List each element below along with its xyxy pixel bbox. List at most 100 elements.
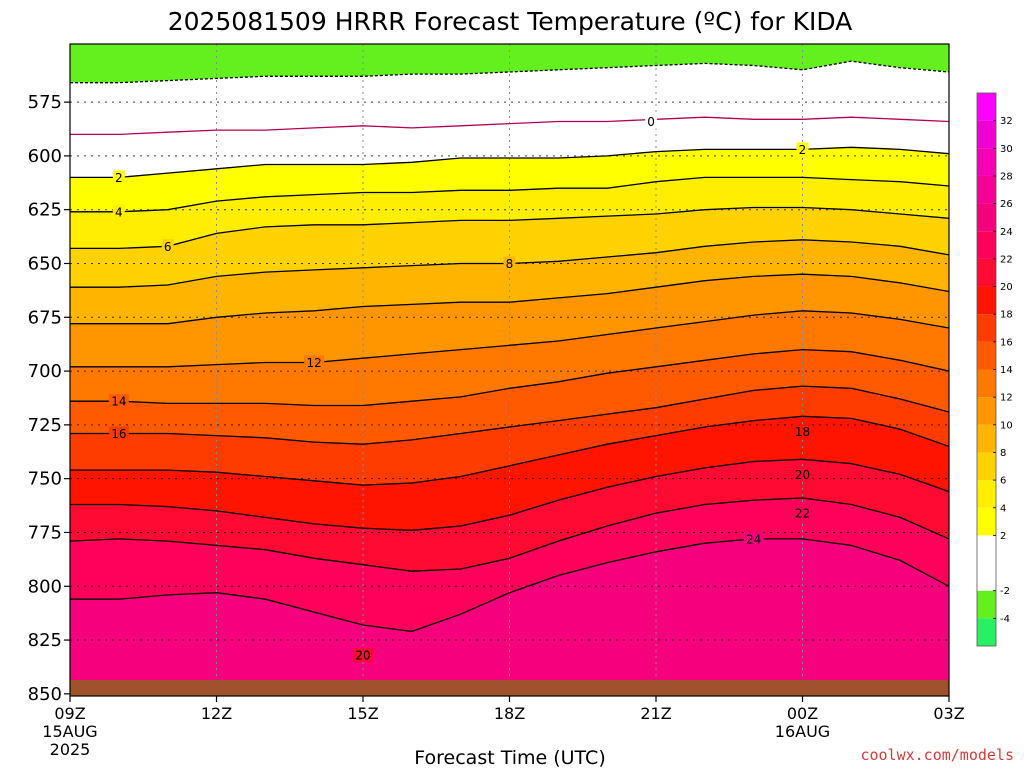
y-tick-label-725: 725 xyxy=(28,415,62,436)
isotherm-24 xyxy=(70,538,949,633)
colorbar-bin-14 xyxy=(977,341,996,370)
colorbar-bin-20 xyxy=(977,258,996,287)
contour-label-bg-8 xyxy=(108,426,129,441)
colorbar-label--4: -4 xyxy=(1000,614,1010,625)
temperature-band-11 xyxy=(70,416,949,531)
temperature-band-9 xyxy=(70,349,949,445)
colorbar-bin-16 xyxy=(977,314,996,342)
y-axis: 575 600 625 650 675 700 725 750 775 800 825 850 xyxy=(28,92,70,705)
colorbar-label-8: 8 xyxy=(1000,448,1006,459)
isotherm-10 xyxy=(70,273,949,325)
colorbar-label-28: 28 xyxy=(1000,171,1013,182)
temperature-band-1 xyxy=(70,61,949,135)
colorbar-bin--4 xyxy=(977,590,996,619)
colorbar-label--2: -2 xyxy=(1000,586,1010,597)
isotherm-20 xyxy=(70,458,949,531)
isotherm-22 xyxy=(70,497,949,572)
colorbar-bin-32 xyxy=(977,93,996,121)
isotherm-12 xyxy=(70,310,949,368)
isotherm-4 xyxy=(70,176,949,213)
contour-label-10: 20 xyxy=(795,468,810,482)
x-tick-label-15Z: 15Z xyxy=(347,704,378,723)
colorbar-bin--2 xyxy=(977,563,996,591)
colorbar-bin-4 xyxy=(977,480,996,508)
ground-layer xyxy=(70,680,949,696)
x-axis-title: Forecast Time (UTC) xyxy=(414,747,605,768)
contour-label-bg-7 xyxy=(108,394,129,409)
x-tick-label-09Z: 09Z xyxy=(54,704,85,723)
colorbar-bin-28 xyxy=(977,148,996,176)
credit-link[interactable]: coolwx.com/models xyxy=(860,746,1014,764)
colorbar-label-24: 24 xyxy=(1000,227,1013,238)
x-tick-label-00Z: 00Z xyxy=(787,704,818,723)
contour-label-12: 24 xyxy=(746,532,761,546)
contour-label-bg-13 xyxy=(353,648,373,663)
temperature-band-8 xyxy=(70,310,949,406)
colorbar-bin-24 xyxy=(977,203,996,232)
colorbar-label-16: 16 xyxy=(1000,337,1013,348)
x-tick-label-12Z: 12Z xyxy=(201,704,232,723)
colorbar-label-18: 18 xyxy=(1000,310,1013,321)
colorbar-bin-30 xyxy=(977,120,996,149)
contour-label-2: 2 xyxy=(799,143,807,157)
contour-label-5: 8 xyxy=(506,257,514,271)
contour-label-bg-2 xyxy=(796,142,809,157)
contour-label-bg-3 xyxy=(112,204,125,219)
contour-label-bg-12 xyxy=(743,531,764,546)
contour-label-3: 4 xyxy=(115,205,123,219)
y-tick-label-575: 575 xyxy=(28,92,62,113)
contour-label-13: 20 xyxy=(355,649,370,663)
x-tick-sublabel-2025: 2025 xyxy=(50,740,91,759)
chart-title: 2025081509 HRRR Forecast Temperature (ºC… xyxy=(168,7,853,36)
contour-label-bg-1 xyxy=(112,170,125,185)
contour-label-bg-9 xyxy=(792,424,813,439)
contour-label-bg-6 xyxy=(304,355,325,370)
y-tick-label-650: 650 xyxy=(28,253,62,274)
contour-label-9: 18 xyxy=(795,425,810,439)
colorbar-label-22: 22 xyxy=(1000,254,1013,265)
colorbar-label-10: 10 xyxy=(1000,420,1013,431)
isotherm-layer xyxy=(70,60,949,633)
isotherm-0 xyxy=(70,116,949,136)
isotherm-14 xyxy=(70,348,949,407)
colorbar-bin--6 xyxy=(977,618,996,646)
colorbar-label-2: 2 xyxy=(1000,531,1006,542)
temperature-band-6 xyxy=(70,239,949,324)
x-tick-label-03Z: 03Z xyxy=(933,704,964,723)
contour-label-11: 22 xyxy=(795,507,810,521)
contour-label-4: 6 xyxy=(164,240,172,254)
isotherm-18 xyxy=(70,415,949,486)
contour-label-7: 14 xyxy=(111,395,126,409)
y-tick-label-775: 775 xyxy=(28,522,62,543)
temperature-band-14 xyxy=(70,538,949,696)
colorbar-label-14: 14 xyxy=(1000,365,1013,376)
colorbar-label-30: 30 xyxy=(1000,144,1013,155)
contour-label-8: 16 xyxy=(111,427,126,441)
contour-label-bg-4 xyxy=(161,239,174,254)
colorbar-label-12: 12 xyxy=(1000,393,1013,404)
y-tick-label-700: 700 xyxy=(28,361,62,382)
colorbar-bin-12 xyxy=(977,369,996,398)
contour-label-1: 2 xyxy=(115,171,123,185)
colorbar-bin-26 xyxy=(977,175,996,204)
contour-label-bg-5 xyxy=(503,256,516,271)
colorbar-bin-10 xyxy=(977,397,996,425)
colorbar-label-20: 20 xyxy=(1000,282,1013,293)
colorbar-bin-8 xyxy=(977,424,996,453)
colorbar-bin-2 xyxy=(977,507,996,536)
y-tick-label-675: 675 xyxy=(28,307,62,328)
y-tick-label-850: 850 xyxy=(28,684,62,705)
y-tick-label-825: 825 xyxy=(28,630,62,651)
contour-label-bg-11 xyxy=(792,506,813,521)
y-tick-label-600: 600 xyxy=(28,146,62,167)
isotherm-6 xyxy=(70,206,949,250)
x-tick-sublabel-16AUG: 16AUG xyxy=(775,722,830,741)
isotherm-16 xyxy=(70,385,949,445)
y-tick-label-800: 800 xyxy=(28,576,62,597)
colorbar-label-4: 4 xyxy=(1000,503,1006,514)
contour-label-0: 0 xyxy=(647,115,655,129)
